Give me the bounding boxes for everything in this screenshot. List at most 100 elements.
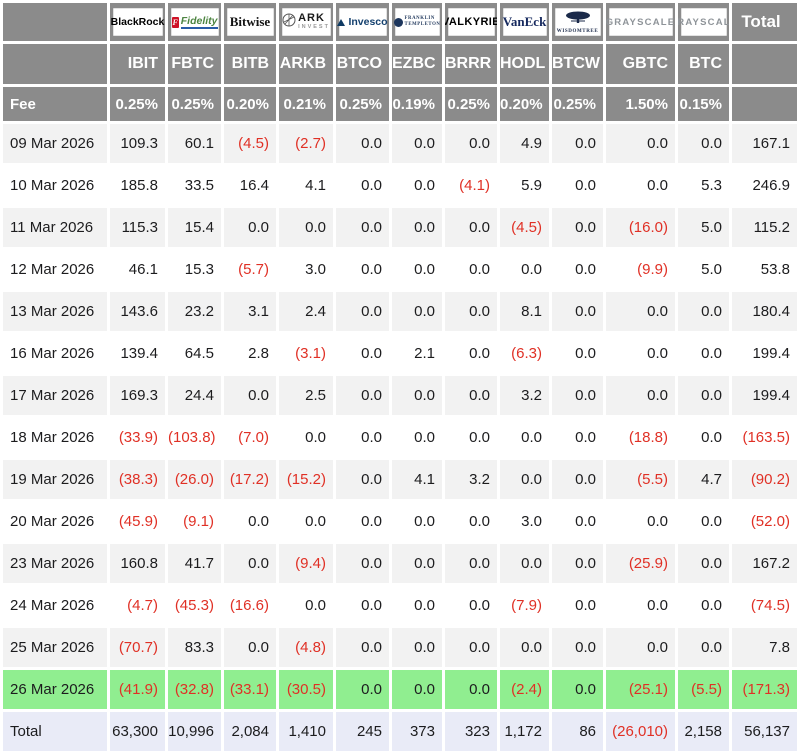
value-cell: 2.8 — [224, 334, 276, 373]
value-cell: 0.0 — [606, 334, 675, 373]
value-cell: 0.0 — [445, 544, 497, 583]
value-cell: 0.0 — [224, 544, 276, 583]
row-total-cell: 56,137 — [732, 712, 797, 751]
data-row: 11 Mar 2026 115.3 15.4 0.0 0.0 0.0 0.0 0.0 (4.5)… — [3, 208, 797, 247]
column-header-ark: ARK INVEST — [279, 3, 333, 41]
data-row: 20 Mar 2026 (45.9) (9.1) 0.0 0.0 0.0 0.0 0.0 3.0… — [3, 502, 797, 541]
row-label: 10 Mar 2026 — [3, 166, 107, 205]
value-cell: (17.2) — [224, 460, 276, 499]
valkyrie-logo: VALKYRIE — [445, 8, 497, 36]
value-cell: 0.0 — [392, 250, 442, 289]
value-cell: (4.5) — [224, 124, 276, 163]
row-label: 17 Mar 2026 — [3, 376, 107, 415]
value-cell: (6.3) — [500, 334, 549, 373]
column-header-valkyrie: VALKYRIE — [445, 3, 497, 41]
value-cell: (26.0) — [168, 460, 221, 499]
value-cell: 160.8 — [110, 544, 165, 583]
value-cell: (33.9) — [110, 418, 165, 457]
value-cell: 3.0 — [279, 250, 333, 289]
value-cell: (15.2) — [279, 460, 333, 499]
column-header-grayscale-btc: GRAYSCALE — [678, 3, 729, 41]
data-row: 10 Mar 2026 185.8 33.5 16.4 4.1 0.0 0.0 (4.1) 5.… — [3, 166, 797, 205]
value-cell: (41.9) — [110, 670, 165, 709]
fee-btco: 0.25% — [336, 87, 389, 121]
blackrock-logo-text: BlackRock — [110, 16, 165, 28]
ticker-bitb: BITB — [224, 44, 276, 84]
value-cell: 0.0 — [552, 166, 603, 205]
value-cell: (25.9) — [606, 544, 675, 583]
value-cell: 0.0 — [606, 124, 675, 163]
value-cell: (18.8) — [606, 418, 675, 457]
value-cell: 0.0 — [336, 376, 389, 415]
data-row: 25 Mar 2026 (70.7) 83.3 0.0 (4.8) 0.0 0.0 0.0 0.… — [3, 628, 797, 667]
data-row: 17 Mar 2026 169.3 24.4 0.0 2.5 0.0 0.0 0.0 3.2 0.… — [3, 376, 797, 415]
fee-fbtc: 0.25% — [168, 87, 221, 121]
ticker-fbtc: FBTC — [168, 44, 221, 84]
value-cell: (70.7) — [110, 628, 165, 667]
vaneck-logo-text: VanEck — [502, 14, 547, 29]
row-total-cell: 167.2 — [732, 544, 797, 583]
value-cell: (16.0) — [606, 208, 675, 247]
column-header-wisdomtree: WISDOMTREE — [552, 3, 603, 41]
value-cell: 3.0 — [500, 502, 549, 541]
data-row: 23 Mar 2026 160.8 41.7 0.0 (9.4) 0.0 0.0 0.0 0.0… — [3, 544, 797, 583]
column-header-blackrock: BlackRock — [110, 3, 165, 41]
wisdomtree-logo: WISDOMTREE — [554, 8, 601, 36]
value-cell: 0.0 — [336, 544, 389, 583]
value-cell: 0.0 — [336, 502, 389, 541]
total-row: Total 63,300 10,996 2,084 1,410 245 373 323 1,17… — [3, 712, 797, 751]
wisdomtree-tree-icon — [563, 11, 593, 29]
fee-ezbc: 0.19% — [392, 87, 442, 121]
fee-header-row: Fee 0.25% 0.25% 0.20% 0.21% 0.25% 0.19% … — [3, 87, 797, 121]
invesco-mountain-icon — [337, 18, 346, 26]
value-cell: 4.1 — [279, 166, 333, 205]
data-row: 24 Mar 2026 (4.7) (45.3) (16.6) 0.0 0.0 0.0 0.0… — [3, 586, 797, 625]
row-label: 12 Mar 2026 — [3, 250, 107, 289]
value-cell: 24.4 — [168, 376, 221, 415]
value-cell: 2,158 — [678, 712, 729, 751]
value-cell: 0.0 — [552, 124, 603, 163]
value-cell: 2,084 — [224, 712, 276, 751]
fidelity-logo: F Fidelity — [170, 8, 219, 36]
value-cell: (7.9) — [500, 586, 549, 625]
value-cell: 0.0 — [500, 628, 549, 667]
data-row: 16 Mar 2026 139.4 64.5 2.8 (3.1) 0.0 2.1 0.0 (6.… — [3, 334, 797, 373]
row-total-cell: (74.5) — [732, 586, 797, 625]
row-total-cell: 7.8 — [732, 628, 797, 667]
data-row: 19 Mar 2026 (38.3) (26.0) (17.2) (15.2) 0.0 4.… — [3, 460, 797, 499]
value-cell: 0.0 — [552, 334, 603, 373]
ticker-row-total-blank — [732, 44, 797, 84]
value-cell: (4.1) — [445, 166, 497, 205]
value-cell: 0.0 — [678, 418, 729, 457]
value-cell: 0.0 — [606, 166, 675, 205]
franklin-logo-text-1: FRANKLIN — [404, 16, 435, 22]
blackrock-logo: BlackRock — [110, 8, 165, 36]
value-cell: 5.0 — [678, 208, 729, 247]
value-cell: 0.0 — [678, 628, 729, 667]
ticker-ezbc: EZBC — [392, 44, 442, 84]
value-cell: 115.3 — [110, 208, 165, 247]
value-cell: 0.0 — [392, 544, 442, 583]
row-label: 19 Mar 2026 — [3, 460, 107, 499]
value-cell: 0.0 — [445, 502, 497, 541]
value-cell: (4.5) — [500, 208, 549, 247]
value-cell: 0.0 — [606, 628, 675, 667]
value-cell: (2.4) — [500, 670, 549, 709]
column-header-vaneck: VanEck — [500, 3, 549, 41]
grayscale-mini-logo-text: GRAYSCALE — [678, 16, 729, 28]
bitwise-logo-text: Bitwise — [229, 14, 271, 29]
value-cell: 0.0 — [552, 586, 603, 625]
value-cell: 3.1 — [224, 292, 276, 331]
fidelity-f-icon: F — [171, 16, 179, 28]
value-cell: 0.0 — [678, 124, 729, 163]
value-cell: 33.5 — [168, 166, 221, 205]
value-cell: (26,010) — [606, 712, 675, 751]
value-cell: 0.0 — [678, 586, 729, 625]
invesco-logo: Invesco — [337, 8, 388, 36]
value-cell: 0.0 — [392, 586, 442, 625]
value-cell: 0.0 — [392, 124, 442, 163]
value-cell: 0.0 — [336, 334, 389, 373]
value-cell: 0.0 — [224, 502, 276, 541]
value-cell: 245 — [336, 712, 389, 751]
grayscale-logo-text: GRAYSCALE — [606, 16, 675, 28]
